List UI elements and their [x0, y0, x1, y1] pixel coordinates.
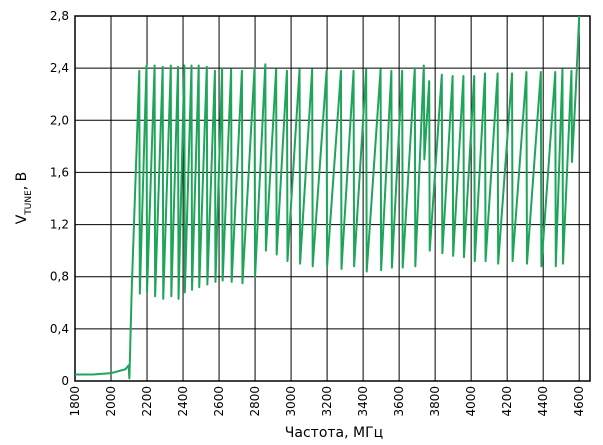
x-tick-label: 4400 — [536, 386, 550, 417]
x-tick-label: 2800 — [248, 386, 262, 417]
x-tick-label: 2600 — [212, 386, 226, 417]
x-tick-label: 4000 — [464, 386, 478, 417]
x-tick-label: 3400 — [356, 386, 370, 417]
x-tick-label: 4200 — [500, 386, 514, 417]
plot-frame — [74, 15, 591, 382]
x-tick-label: 1800 — [68, 386, 82, 417]
y-tick-label: 0 — [61, 374, 69, 388]
y-label-suffix: , В — [14, 172, 30, 191]
x-tick-label: 2400 — [176, 386, 190, 417]
y-tick-label: 1,2 — [50, 218, 69, 232]
y-label-main: V — [14, 214, 30, 224]
x-tick-label: 4600 — [572, 386, 586, 417]
x-tick-label: 2000 — [104, 386, 118, 417]
x-tick-label: 3200 — [320, 386, 334, 417]
x-tick-label: 3600 — [392, 386, 406, 417]
y-tick-label: 0,8 — [50, 270, 69, 284]
x-tick-label: 2200 — [140, 386, 154, 417]
y-tick-label: 1,6 — [50, 165, 69, 179]
y-label-sub: TUNE — [24, 190, 34, 216]
line-series — [75, 15, 581, 380]
x-tick-label: 3000 — [284, 386, 298, 417]
y-tick-label: 2,0 — [50, 113, 69, 127]
y-tick-label: 0,4 — [50, 322, 69, 336]
y-tick-label: 2,8 — [50, 9, 69, 23]
y-tick-label: 2,4 — [50, 61, 69, 75]
x-axis-label: Частота, МГц — [285, 425, 383, 441]
y-axis-label: VTUNE, В — [14, 172, 34, 225]
x-tick-label: 3800 — [428, 386, 442, 417]
